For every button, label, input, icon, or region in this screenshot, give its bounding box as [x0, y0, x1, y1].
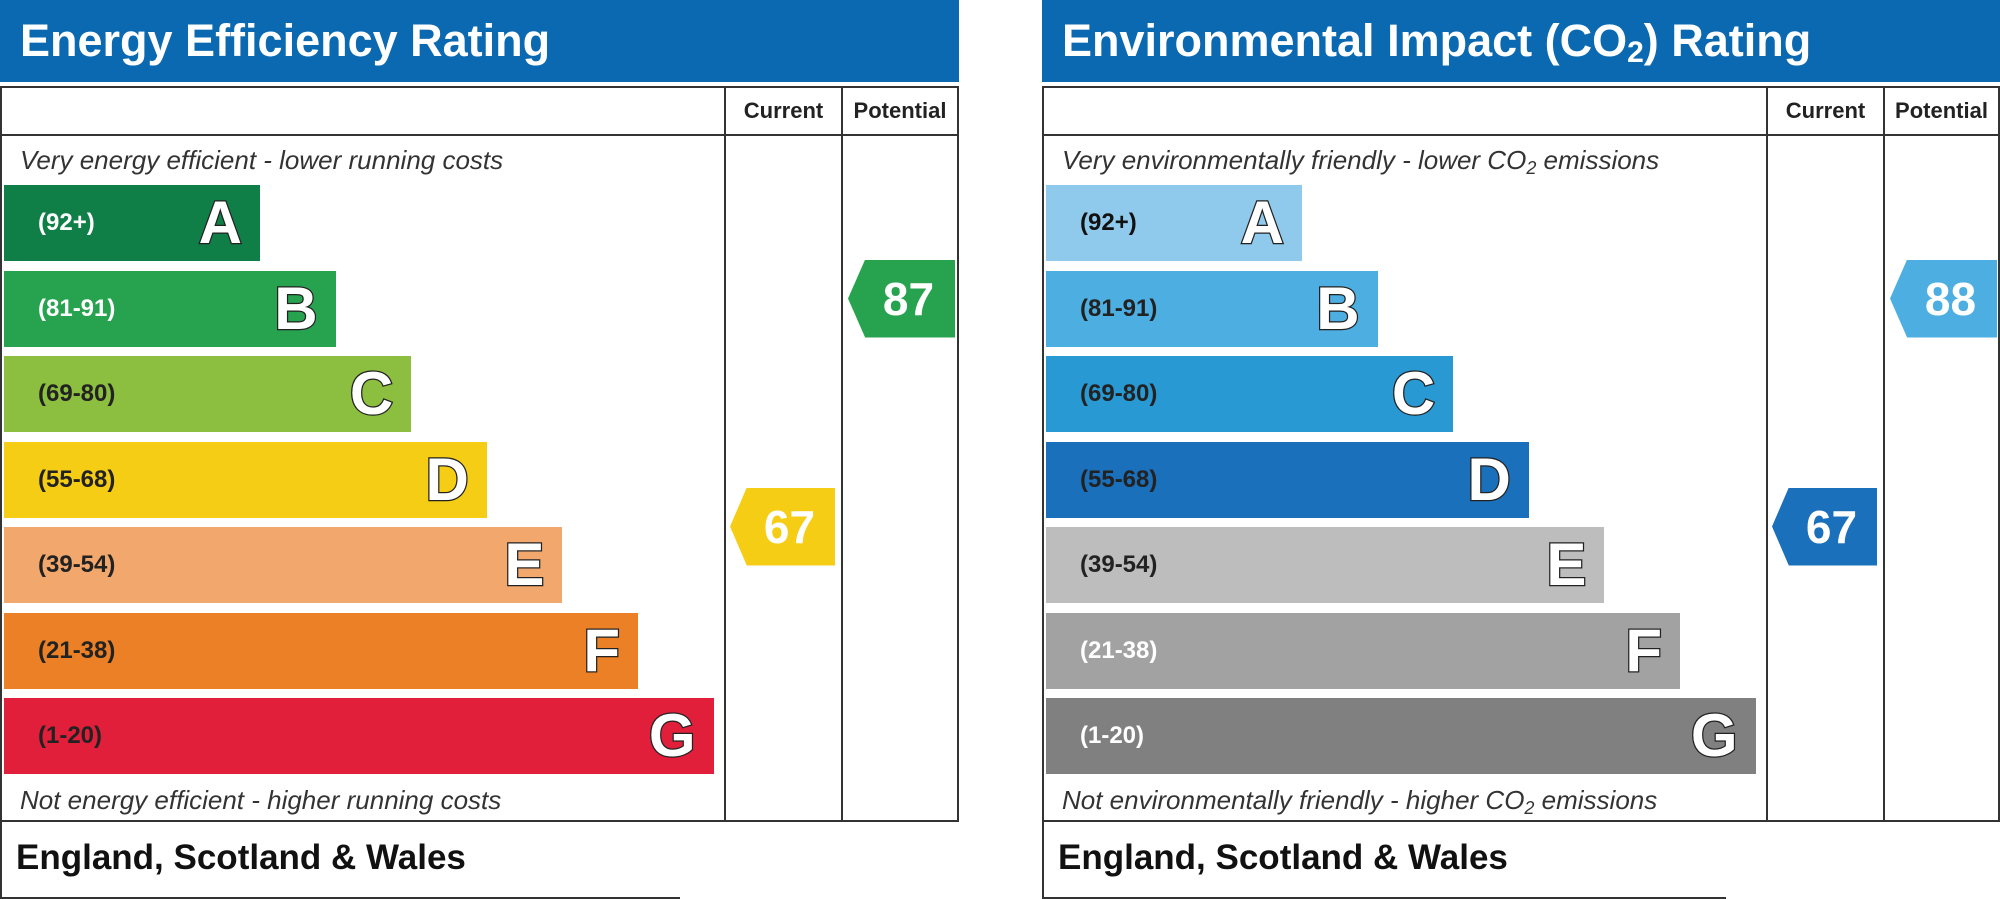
- band-b: (81-91) B: [4, 270, 336, 347]
- band-letter: C: [349, 359, 395, 429]
- environmental-impact-panel: Environmental Impact (CO2) Rating Curren…: [1042, 0, 2000, 899]
- band-range: (39-54): [1080, 551, 1158, 578]
- band-letter: F: [1624, 615, 1663, 685]
- band-c: (69-80) C: [4, 356, 412, 432]
- energy-potential-header: Potential: [853, 98, 947, 123]
- energy-current-header: Current: [743, 98, 824, 123]
- band-g: (1-20) G: [1046, 698, 1756, 774]
- band-letter: A: [197, 188, 243, 258]
- environment-grid: Current Potential Very environmentally f…: [1042, 86, 2000, 822]
- band-range: (55-68): [1080, 465, 1158, 493]
- band-letter: D: [424, 444, 470, 514]
- environment-potential-rating: 88: [1890, 259, 1997, 338]
- band-letter: G: [648, 701, 697, 771]
- environment-bottom-note: Not environmentally friendly - higher CO…: [1062, 785, 1657, 819]
- energy-region: England, Scotland & Wales: [16, 838, 466, 877]
- band-range: (69-80): [1080, 380, 1158, 407]
- energy-header-divider: [2, 134, 957, 136]
- environment-potential-divider: [1883, 88, 1885, 820]
- band-a: (92+) A: [4, 185, 260, 261]
- energy-bottom-note: Not energy efficient - higher running co…: [20, 785, 502, 815]
- band-letter: E: [503, 530, 546, 600]
- environment-bottom-note-sub: 2: [1524, 798, 1535, 818]
- band-range: (55-68): [38, 465, 116, 493]
- band-e: (39-54) E: [4, 527, 563, 603]
- environment-top-note-end: emissions: [1536, 145, 1660, 175]
- band-b: (81-91) B: [1046, 270, 1378, 347]
- environment-current-header: Current: [1785, 98, 1866, 123]
- environment-current-divider: [1766, 88, 1768, 820]
- band-g: (1-20) G: [4, 698, 714, 774]
- environment-header-divider: [1044, 134, 1998, 136]
- band-range: (69-80): [38, 380, 116, 407]
- band-f: (21-38) F: [4, 612, 638, 689]
- environment-top-note: Very environmentally friendly - lower CO…: [1062, 145, 1659, 179]
- energy-efficiency-panel: Energy Efficiency Rating Current Potenti…: [0, 0, 959, 899]
- energy-potential-rating: 87: [848, 259, 955, 338]
- environment-bottom-note-main: Not environmentally friendly - higher CO: [1062, 785, 1525, 815]
- band-range: (39-54): [38, 551, 116, 578]
- band-letter: D: [1466, 444, 1512, 514]
- band-letter: B: [1315, 273, 1361, 343]
- environment-top-note-main: Very environmentally friendly - lower CO: [1062, 145, 1527, 175]
- band-letter: F: [582, 615, 621, 685]
- band-d: (55-68) D: [4, 441, 487, 518]
- energy-top-note: Very energy efficient - lower running co…: [20, 145, 504, 175]
- band-range: (21-38): [38, 636, 116, 664]
- band-d: (55-68) D: [1046, 441, 1529, 518]
- environment-bottom-note-end: emissions: [1534, 785, 1658, 815]
- energy-potential-divider: [841, 88, 843, 820]
- environment-current-rating: 67: [1772, 487, 1877, 566]
- environment-title-sub: 2: [1627, 36, 1644, 69]
- band-range: (21-38): [1080, 636, 1158, 664]
- band-range: (81-91): [38, 294, 116, 322]
- environment-potential-header: Potential: [1895, 98, 1988, 123]
- energy-footer: England, Scotland & Wales: [0, 822, 680, 899]
- band-range: (92+): [38, 209, 95, 236]
- band-letter: A: [1239, 188, 1285, 258]
- environment-footer: England, Scotland & Wales: [1042, 822, 1726, 899]
- environment-top-note-sub: 2: [1526, 158, 1537, 178]
- band-letter: C: [1391, 359, 1437, 429]
- band-e: (39-54) E: [1046, 527, 1605, 603]
- band-range: (1-20): [38, 722, 103, 749]
- band-letter: E: [1545, 530, 1588, 600]
- environment-title-end: ) Rating: [1643, 15, 1812, 66]
- band-a: (92+) A: [1046, 185, 1302, 261]
- band-letter: G: [1690, 701, 1739, 771]
- band-letter: B: [273, 273, 319, 343]
- band-range: (1-20): [1080, 722, 1145, 749]
- energy-title: Energy Efficiency Rating: [0, 0, 959, 82]
- band-range: (92+): [1080, 209, 1137, 236]
- band-range: (81-91): [1080, 294, 1158, 322]
- energy-grid: Current Potential Very energy efficient …: [0, 86, 959, 822]
- environment-title: Environmental Impact (CO2) Rating: [1042, 0, 2000, 82]
- energy-current-divider: [724, 88, 726, 820]
- environment-region: England, Scotland & Wales: [1058, 838, 1508, 877]
- band-f: (21-38) F: [1046, 612, 1680, 689]
- band-c: (69-80) C: [1046, 356, 1454, 432]
- environment-title-main: Environmental Impact (CO: [1062, 15, 1628, 66]
- energy-current-rating: 67: [730, 487, 835, 566]
